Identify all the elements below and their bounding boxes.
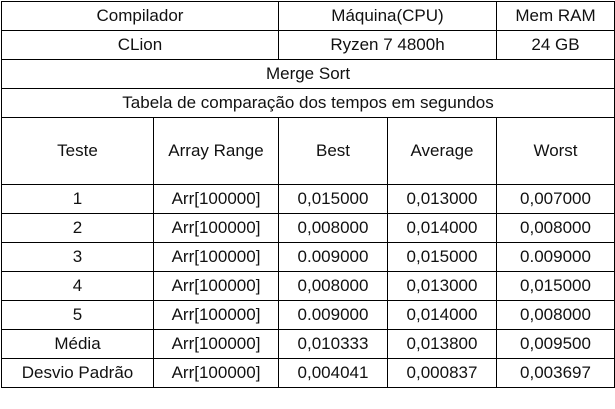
array-range-cell: Arr[100000] <box>153 300 279 330</box>
best-cell: 0,008000 <box>278 213 388 243</box>
table-row: 4 Arr[100000] 0,008000 0,013000 0,015000 <box>1 271 615 301</box>
column-header-row: Teste Array Range Best Average Worst <box>1 117 615 185</box>
average-cell: 0,000837 <box>387 358 497 388</box>
meta-header-row: Compilador Máquina(CPU) Mem RAM <box>1 1 615 31</box>
average-cell: 0,013800 <box>387 329 497 359</box>
column-header-best: Best <box>278 117 388 185</box>
best-cell: 0,010333 <box>278 329 388 359</box>
average-cell: 0,013000 <box>387 184 497 214</box>
average-cell: 0,015000 <box>387 242 497 272</box>
test-cell: Desvio Padrão <box>1 358 154 388</box>
test-cell: Média <box>1 329 154 359</box>
compiler-label: Compilador <box>1 1 279 31</box>
best-cell: 0,008000 <box>278 271 388 301</box>
test-cell: 4 <box>1 271 154 301</box>
test-cell: 1 <box>1 184 154 214</box>
average-cell: 0,014000 <box>387 213 497 243</box>
test-cell: 5 <box>1 300 154 330</box>
worst-cell: 0,008000 <box>496 300 615 330</box>
meta-value-row: CLion Ryzen 7 4800h 24 GB <box>1 30 615 60</box>
test-cell: 2 <box>1 213 154 243</box>
algorithm-row: Merge Sort <box>1 59 615 89</box>
column-header-average: Average <box>387 117 497 185</box>
array-range-cell: Arr[100000] <box>153 271 279 301</box>
worst-cell: 0,003697 <box>496 358 615 388</box>
average-cell: 0,014000 <box>387 300 497 330</box>
compiler-value: CLion <box>1 30 279 60</box>
best-cell: 0.009000 <box>278 300 388 330</box>
worst-cell: 0,007000 <box>496 184 615 214</box>
array-range-cell: Arr[100000] <box>153 329 279 359</box>
best-cell: 0,015000 <box>278 184 388 214</box>
machine-label: Máquina(CPU) <box>278 1 497 31</box>
comparison-table: Compilador Máquina(CPU) Mem RAM CLion Ry… <box>1 1 615 388</box>
worst-cell: 0.009000 <box>496 242 615 272</box>
std-dev-row: Desvio Padrão Arr[100000] 0,004041 0,000… <box>1 358 615 388</box>
table-row: 1 Arr[100000] 0,015000 0,013000 0,007000 <box>1 184 615 214</box>
machine-value: Ryzen 7 4800h <box>278 30 497 60</box>
test-cell: 3 <box>1 242 154 272</box>
column-header-array-range: Array Range <box>153 117 279 185</box>
mem-value: 24 GB <box>496 30 615 60</box>
column-header-worst: Worst <box>496 117 615 185</box>
best-cell: 0,004041 <box>278 358 388 388</box>
average-cell: 0,013000 <box>387 271 497 301</box>
mean-row: Média Arr[100000] 0,010333 0,013800 0,00… <box>1 329 615 359</box>
array-range-cell: Arr[100000] <box>153 358 279 388</box>
table-subtitle: Tabela de comparação dos tempos em segun… <box>1 88 615 118</box>
mem-label: Mem RAM <box>496 1 615 31</box>
table-row: 5 Arr[100000] 0.009000 0,014000 0,008000 <box>1 300 615 330</box>
best-cell: 0.009000 <box>278 242 388 272</box>
table-row: 2 Arr[100000] 0,008000 0,014000 0,008000 <box>1 213 615 243</box>
array-range-cell: Arr[100000] <box>153 213 279 243</box>
subtitle-row: Tabela de comparação dos tempos em segun… <box>1 88 615 118</box>
worst-cell: 0,009500 <box>496 329 615 359</box>
algorithm-name: Merge Sort <box>1 59 615 89</box>
array-range-cell: Arr[100000] <box>153 184 279 214</box>
array-range-cell: Arr[100000] <box>153 242 279 272</box>
worst-cell: 0,015000 <box>496 271 615 301</box>
table-row: 3 Arr[100000] 0.009000 0,015000 0.009000 <box>1 242 615 272</box>
column-header-test: Teste <box>1 117 154 185</box>
worst-cell: 0,008000 <box>496 213 615 243</box>
